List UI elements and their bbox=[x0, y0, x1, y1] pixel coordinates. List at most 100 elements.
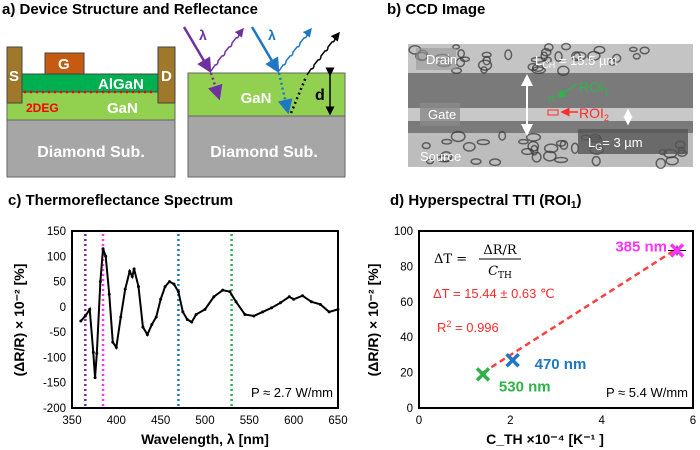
panel-b-ccd-image: b) CCD Image Drain Gate Source LCH = 15.… bbox=[387, 1, 693, 170]
power-annotation-d: P ≈ 5.4 W/mm bbox=[606, 385, 688, 400]
spectrum-point bbox=[221, 288, 225, 292]
gate-contact bbox=[44, 52, 85, 75]
texture-blob bbox=[440, 151, 453, 163]
y-tick-label: -100 bbox=[43, 352, 66, 364]
spectrum-point bbox=[292, 297, 296, 301]
texture-blob bbox=[542, 150, 557, 162]
texture-blob bbox=[628, 46, 638, 53]
spectrum-point bbox=[270, 306, 273, 310]
drain-label-bg bbox=[416, 48, 456, 70]
y-tick-label: -50 bbox=[49, 327, 66, 339]
gate-label: G bbox=[58, 56, 70, 73]
x-axis-label-d: C_TH ×10⁻⁴ [K⁻¹ ] bbox=[486, 431, 604, 447]
roi1-box bbox=[548, 96, 555, 102]
spectrum-point bbox=[95, 351, 99, 355]
exit-wave-black bbox=[306, 31, 340, 76]
spectrum-point bbox=[79, 319, 83, 323]
data-point-385nm bbox=[669, 243, 685, 258]
x-tick-label: 600 bbox=[284, 415, 303, 427]
texture-blob bbox=[455, 57, 466, 68]
tti-plot: 0 2 4 6 100 80 60 40 20 0 385 nm 470 nm 530 nm bbox=[394, 226, 696, 427]
spectrum-point bbox=[327, 310, 331, 314]
texture-blob bbox=[476, 138, 490, 146]
reflected-wave-purple bbox=[210, 27, 244, 72]
spectrum-point bbox=[137, 285, 140, 289]
r-squared: R2 = 0.996 bbox=[437, 319, 499, 335]
x-tick-label: 350 bbox=[62, 415, 81, 427]
texture-blob bbox=[462, 141, 476, 152]
y-axis-label-c: (ΔR/R) × 10⁻² [%] bbox=[11, 264, 27, 377]
equation-lhs: ΔT = bbox=[434, 252, 467, 267]
texture-blob bbox=[518, 138, 529, 145]
transmitted-beam-blue bbox=[277, 72, 293, 115]
panel-d-title: d) Hyperspectral TTI (ROI1) bbox=[390, 192, 581, 211]
spectrum-point bbox=[141, 325, 145, 329]
x-tick-label: 6 bbox=[690, 415, 696, 427]
y-tick-label: 0 bbox=[407, 403, 413, 415]
spectrum-point bbox=[93, 376, 97, 380]
texture-blob bbox=[587, 50, 601, 61]
y-tick-label: 100 bbox=[394, 226, 413, 238]
spectrum-point bbox=[111, 340, 115, 344]
panel-c-spectrum: c) Thermoreflectance Spectrum 350 400 450 5… bbox=[8, 192, 348, 447]
spectrum-point bbox=[185, 318, 189, 321]
source-contact bbox=[6, 46, 23, 104]
lambda-label-blue: λ bbox=[268, 27, 276, 43]
spectrum-point bbox=[234, 300, 238, 304]
back-reflected-beam bbox=[289, 76, 308, 114]
texture-blob bbox=[441, 138, 453, 145]
thickness-label: d bbox=[315, 87, 325, 104]
spectrum-point bbox=[114, 345, 118, 349]
texture-blob bbox=[504, 49, 513, 61]
spectrum-point bbox=[154, 315, 158, 319]
spectrum-point bbox=[83, 314, 87, 318]
lambda-label-purple: λ bbox=[199, 27, 207, 43]
spectrum-point bbox=[243, 312, 247, 316]
fit-result: ΔT = 15.44 ± 0.63 ℃ bbox=[433, 286, 555, 301]
spectrum-point bbox=[107, 292, 111, 296]
power-annotation-c: P ≈ 2.7 W/mm bbox=[251, 385, 333, 400]
spectrum-point bbox=[301, 294, 305, 298]
2deg-label: 2DEG bbox=[26, 101, 59, 115]
data-point-470nm bbox=[505, 352, 520, 368]
spectrum-point bbox=[98, 280, 102, 284]
x-tick-label: 650 bbox=[328, 415, 347, 427]
texture-blob bbox=[655, 157, 667, 170]
texture-blob bbox=[460, 56, 471, 63]
x-tick-label: 450 bbox=[151, 415, 170, 427]
fit-line bbox=[482, 247, 678, 374]
x-axis-label-c: Wavelength, λ [nm] bbox=[141, 431, 269, 447]
spectrum-line bbox=[80, 248, 339, 378]
roi1-arrow bbox=[556, 83, 578, 98]
texture-blob bbox=[450, 130, 466, 143]
texture-blob bbox=[531, 66, 546, 75]
spectrum-point bbox=[88, 307, 92, 311]
y-tick-label: 40 bbox=[400, 332, 413, 344]
texture-blob bbox=[498, 130, 507, 141]
diamond-substrate bbox=[6, 119, 176, 178]
spectrum-point bbox=[228, 290, 232, 294]
spectrum-point bbox=[176, 290, 180, 294]
texture-blob bbox=[571, 51, 581, 62]
spectrum-point bbox=[212, 295, 216, 299]
texture-blob bbox=[482, 55, 492, 66]
data-point-530nm bbox=[475, 367, 491, 382]
gate-label: Gate bbox=[428, 107, 456, 122]
spectrum-point bbox=[101, 247, 105, 251]
texture-blob bbox=[477, 59, 493, 71]
x-tick-label: 500 bbox=[195, 415, 214, 427]
panel-a-title: a) Device Structure and Reflectance bbox=[2, 1, 258, 18]
spectrum-point bbox=[104, 254, 108, 258]
spectrum-point bbox=[278, 301, 282, 305]
spectrum-point bbox=[123, 287, 127, 291]
source-label: S bbox=[9, 68, 19, 85]
point-label: 385 nm bbox=[615, 238, 667, 255]
substrate-label: Diamond Sub. bbox=[37, 144, 145, 161]
y-tick-label: 0 bbox=[60, 302, 66, 314]
spectrum-point bbox=[287, 295, 291, 299]
incident-beam-blue bbox=[250, 26, 280, 74]
algan-label: AlGaN bbox=[98, 76, 144, 93]
texture-blob bbox=[555, 139, 567, 147]
y-tick-label: 80 bbox=[400, 261, 413, 273]
substrate-right-label: Diamond Sub. bbox=[210, 144, 318, 161]
